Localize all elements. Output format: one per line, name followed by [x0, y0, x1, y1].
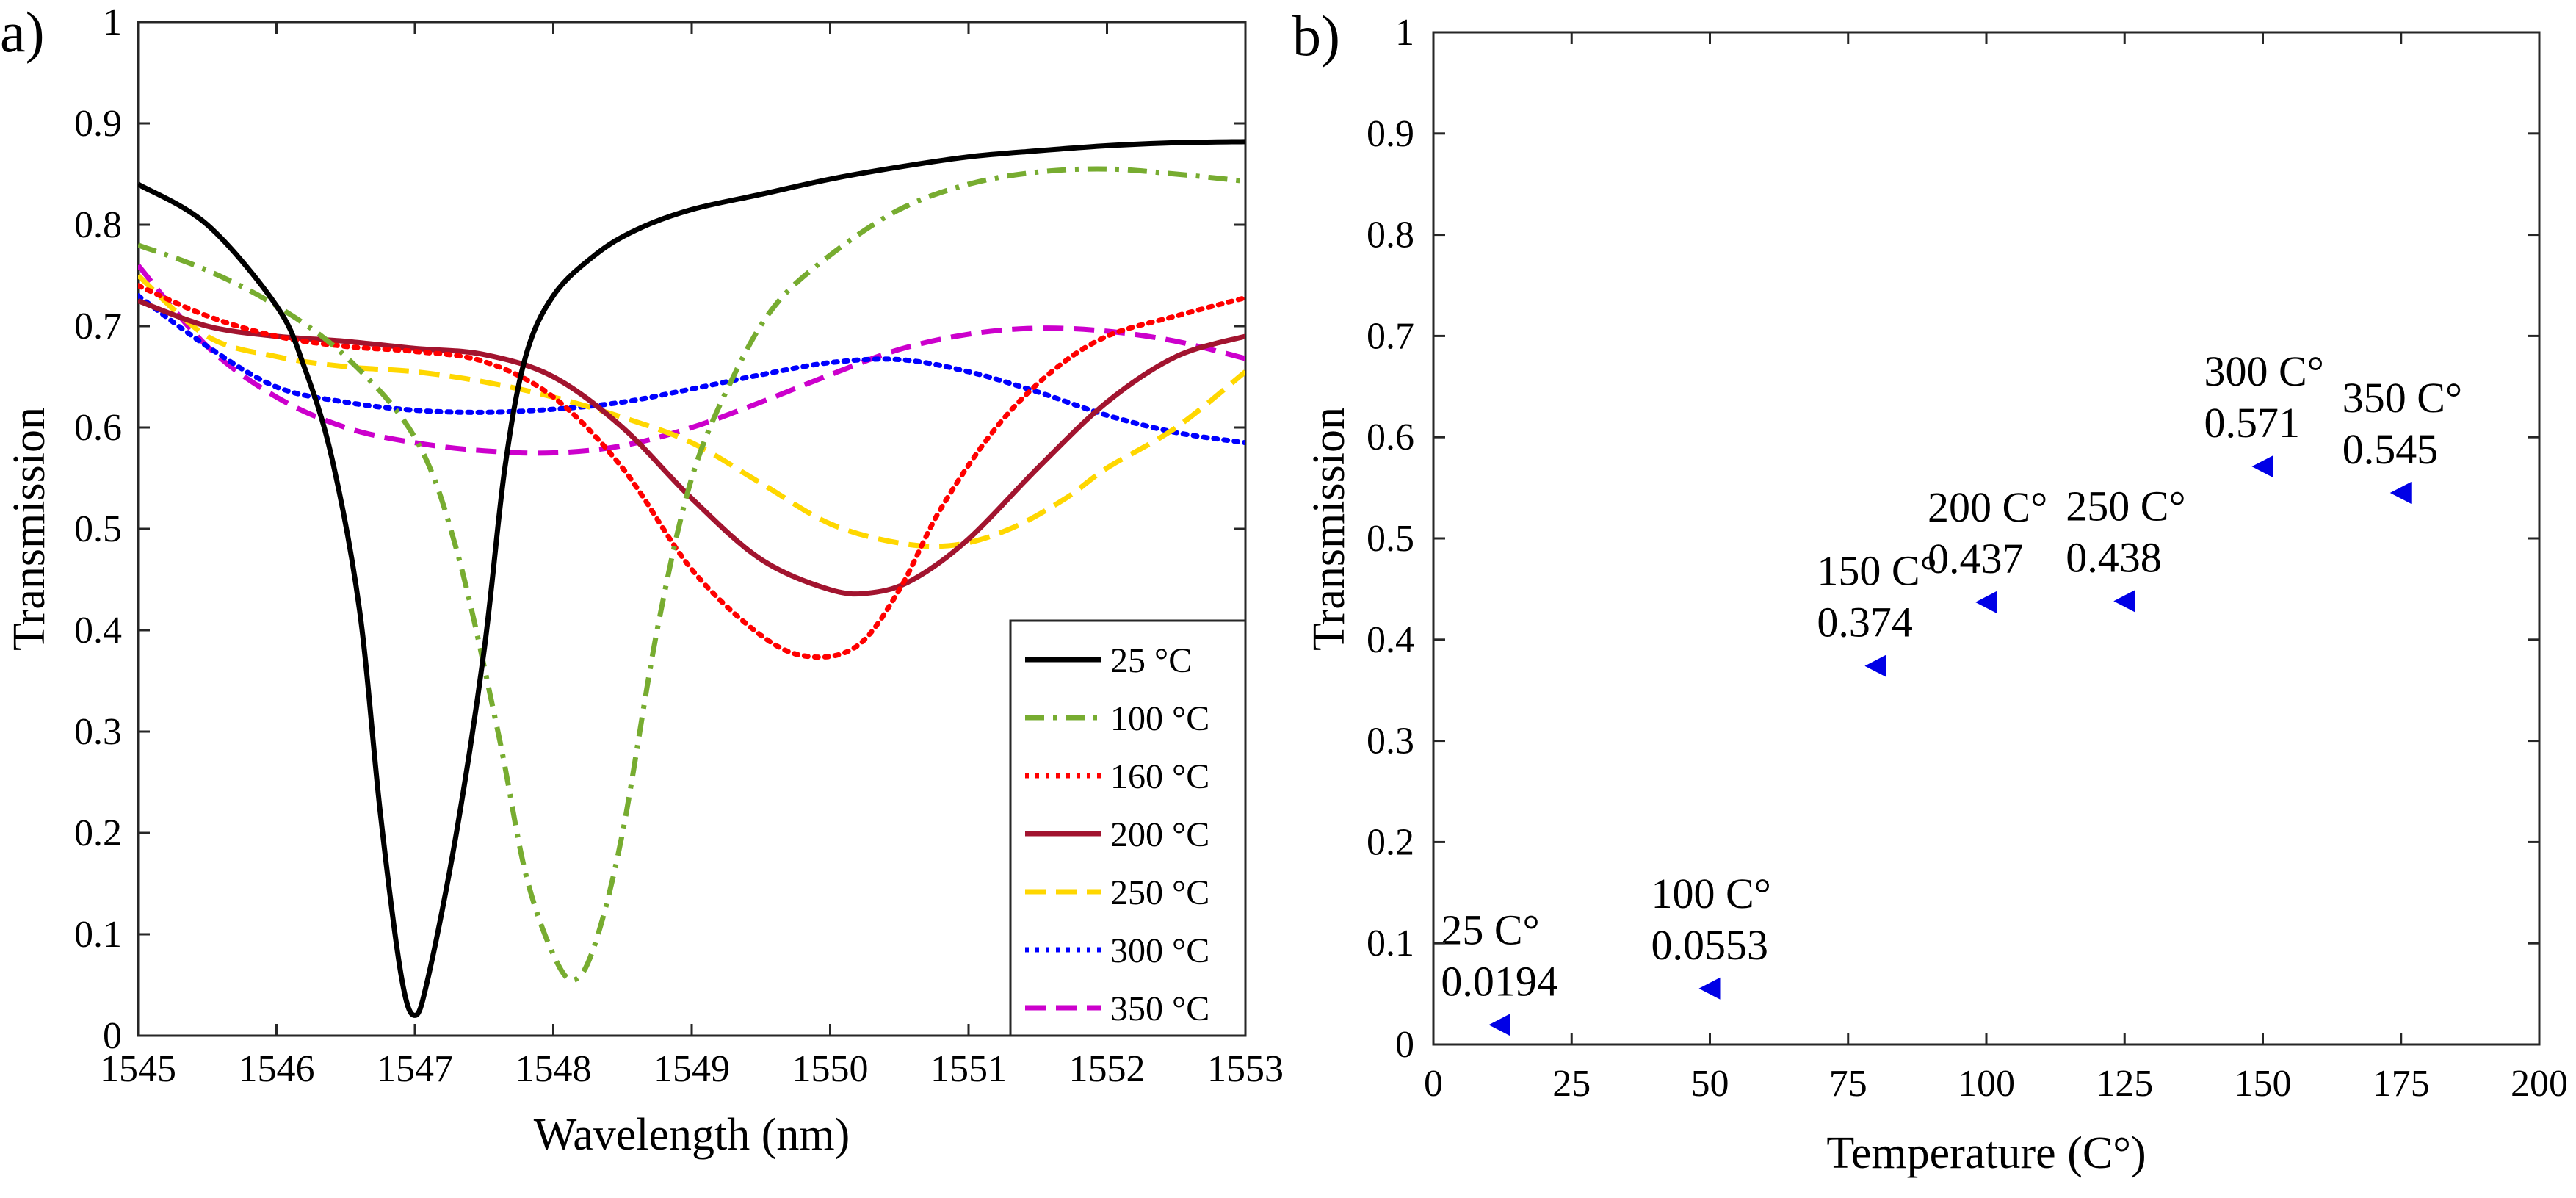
chart-a-series-line-2: [138, 283, 1245, 660]
chart-a-legend: 25 °C 100 °C 160 °C 200 °C 250 °C 300 °C 350 °…: [1009, 619, 1247, 1037]
chart-a-x-tick-label: 1548: [515, 1048, 592, 1090]
chart-b-y-tick-label: 1: [1395, 12, 1414, 54]
chart-b-x-tick-label: 200: [2511, 1063, 2568, 1105]
chart-a-y-tick-label: 1: [103, 1, 122, 43]
chart-a-x-tick-label: 1547: [377, 1048, 453, 1090]
chart-a-y-tick-label: 0.8: [74, 204, 122, 246]
chart-b: 25 C°0.0194 100 C°0.0553 150 C°0.374 200 C°…: [1304, 12, 2568, 1178]
chart-b-x-tick-label: 25: [1552, 1063, 1591, 1105]
chart-b-x-tick-label: 0: [1424, 1063, 1443, 1105]
chart-b-x-tick-label: 50: [1691, 1063, 1729, 1105]
chart-a-y-tick-label: 0.3: [74, 711, 122, 753]
chart-a-y-axis-label: Transmission: [4, 407, 54, 651]
chart-b-point: [2389, 481, 2412, 504]
chart-a-legend-label: 250 °C: [1110, 873, 1209, 912]
chart-b-x-axis-label: Temperature (C°): [1826, 1128, 2146, 1178]
chart-a-legend-label: 350 °C: [1110, 989, 1209, 1028]
panel-label-a: a): [0, 0, 45, 64]
chart-b-y-tick-label: 0.2: [1367, 821, 1414, 863]
chart-b-x-tick-label: 75: [1829, 1063, 1867, 1105]
chart-b-points-group: 25 C°0.0194 100 C°0.0553 150 C°0.374 200 C°…: [1441, 347, 2462, 1036]
chart-a-y-tick-label: 0: [103, 1015, 122, 1057]
chart-b-x-tick-label: 150: [2235, 1063, 2292, 1105]
chart-b-y-tick-label: 0.8: [1367, 214, 1414, 256]
chart-b-point-label-value: 0.374: [1817, 599, 1913, 646]
panel-label-b: b): [1292, 4, 1340, 68]
chart-b-point-label-value: 0.545: [2342, 425, 2439, 473]
chart-b-point-label-temp: 200 C°: [1928, 483, 2047, 531]
chart-b-point: [1698, 977, 1721, 1000]
chart-b-point-label-value: 0.438: [2066, 533, 2162, 581]
chart-a-x-tick-label: 1553: [1207, 1048, 1284, 1090]
chart-a-series-line-3: [138, 298, 1245, 597]
chart-a-series-line-0: [138, 139, 1245, 1018]
chart-a-y-tick-label: 0.7: [74, 306, 122, 347]
chart-a-series-line-4: [138, 273, 1245, 549]
chart-b-point-label-temp: 300 C°: [2204, 347, 2324, 395]
chart-a-legend-label: 200 °C: [1110, 815, 1209, 854]
chart-a-legend-label: 300 °C: [1110, 931, 1209, 970]
chart-b-ticks: 0 25 50 75 100 125 150 175 200 0 0.1 0.2 0.3 0.4 0.5 0.…: [1367, 12, 2568, 1105]
chart-a-legend-label: 100 °C: [1110, 699, 1209, 738]
chart-b-y-tick-label: 0.6: [1367, 416, 1414, 458]
chart-b-point-label-temp: 250 C°: [2066, 482, 2185, 530]
chart-b-point-label-temp: 25 C°: [1441, 906, 1539, 953]
chart-b-point-label-value: 0.571: [2204, 399, 2301, 447]
chart-a-x-tick-label: 1549: [654, 1048, 730, 1090]
chart-b-x-tick-label: 100: [1958, 1063, 2015, 1105]
chart-a-x-tick-label: 1550: [792, 1048, 869, 1090]
chart-b-point: [2113, 590, 2135, 613]
chart-a-x-tick-label: 1545: [100, 1048, 176, 1090]
chart-a: 1545 1546 1547 1548 1549 1550 1551 1552 1553 0 0.1…: [4, 1, 1284, 1160]
chart-b-point: [1864, 654, 1886, 677]
chart-b-point: [2251, 455, 2273, 478]
chart-b-point-label-value: 0.0194: [1441, 957, 1557, 1005]
chart-a-y-tick-label: 0.2: [74, 812, 122, 854]
chart-a-series-line-6: [138, 263, 1245, 456]
chart-b-y-tick-label: 0: [1395, 1024, 1414, 1066]
chart-b-point-label-value: 0.0553: [1651, 921, 1769, 969]
chart-a-x-tick-label: 1546: [239, 1048, 315, 1090]
chart-b-point: [1975, 591, 1997, 613]
chart-b-point-label-temp: 100 C°: [1651, 870, 1771, 917]
chart-b-y-tick-label: 0.9: [1367, 113, 1414, 155]
chart-b-y-tick-label: 0.3: [1367, 721, 1414, 762]
chart-b-y-tick-label: 0.7: [1367, 315, 1414, 357]
chart-a-x-tick-label: 1552: [1069, 1048, 1146, 1090]
chart-b-x-tick-label: 125: [2096, 1063, 2153, 1105]
chart-a-y-tick-label: 0.9: [74, 103, 122, 145]
chart-b-y-tick-label: 0.4: [1367, 619, 1414, 661]
chart-a-legend-label: 160 °C: [1110, 757, 1209, 796]
chart-a-x-axis-label: Wavelength (nm): [534, 1110, 850, 1160]
chart-a-series-line-1: [138, 166, 1245, 983]
chart-b-point-label-value: 0.437: [1928, 535, 2024, 582]
chart-b-y-tick-label: 0.1: [1367, 923, 1414, 964]
chart-a-y-tick-label: 0.5: [74, 508, 122, 550]
chart-b-y-tick-label: 0.5: [1367, 518, 1414, 560]
chart-a-y-tick-label: 0.6: [74, 407, 122, 449]
chart-a-legend-box: [1009, 619, 1247, 1037]
chart-b-point-label-temp: 150 C°: [1817, 547, 1936, 595]
chart-a-y-tick-label: 0.4: [74, 610, 122, 652]
chart-a-y-tick-label: 0.1: [74, 914, 122, 956]
chart-b-x-tick-label: 175: [2373, 1063, 2430, 1105]
chart-a-x-tick-label: 1551: [930, 1048, 1007, 1090]
chart-a-legend-label: 25 °C: [1110, 641, 1192, 680]
chart-b-point-label-temp: 350 C°: [2342, 374, 2462, 422]
chart-b-point: [1488, 1014, 1510, 1036]
chart-b-y-axis-label: Transmission: [1304, 407, 1354, 651]
chart-a-ticks: 1545 1546 1547 1548 1549 1550 1551 1552 1553 0 0.1…: [74, 1, 1284, 1090]
chart-a-series-group: [138, 139, 1245, 1018]
